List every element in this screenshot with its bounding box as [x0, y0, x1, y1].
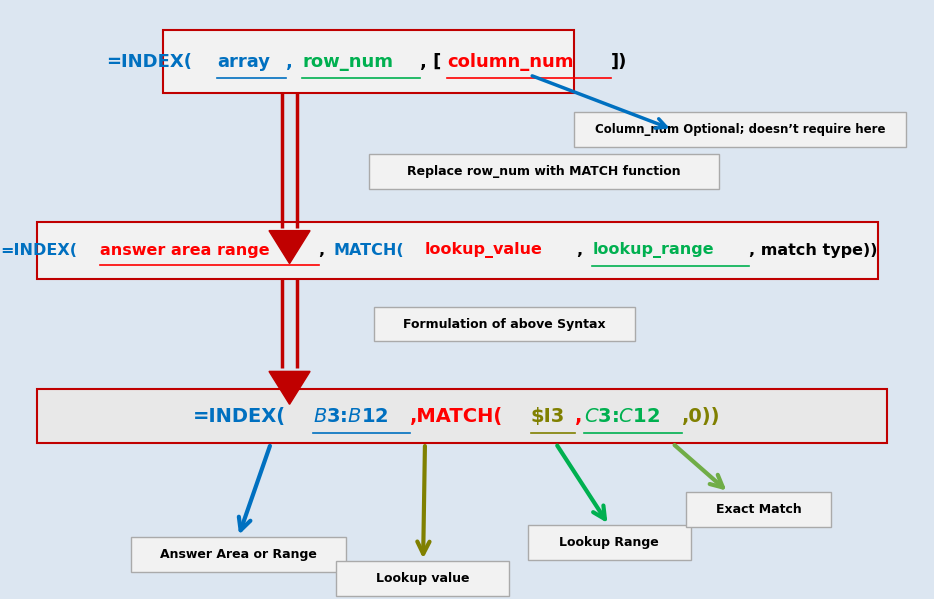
Text: ,: ,	[577, 243, 588, 258]
Text: ,MATCH(: ,MATCH(	[410, 407, 503, 426]
Polygon shape	[269, 371, 310, 404]
Text: $C$3:$C$12: $C$3:$C$12	[585, 407, 660, 426]
Text: =INDEX(: =INDEX(	[192, 407, 286, 426]
Text: Exact Match: Exact Match	[715, 503, 801, 516]
Text: , match type)): , match type))	[749, 243, 878, 258]
FancyBboxPatch shape	[131, 537, 346, 572]
Text: =INDEX(: =INDEX(	[106, 53, 192, 71]
Text: ,: ,	[286, 53, 299, 71]
Text: =INDEX(: =INDEX(	[0, 243, 78, 258]
Text: ,0)): ,0))	[683, 407, 721, 426]
Text: row_num: row_num	[303, 53, 393, 71]
FancyBboxPatch shape	[163, 30, 574, 93]
FancyBboxPatch shape	[37, 389, 887, 443]
FancyBboxPatch shape	[336, 561, 509, 596]
FancyBboxPatch shape	[369, 154, 719, 189]
Text: column_num: column_num	[447, 53, 573, 71]
Text: Replace row_num with MATCH function: Replace row_num with MATCH function	[407, 165, 680, 178]
FancyBboxPatch shape	[686, 492, 831, 527]
Text: answer area range: answer area range	[100, 243, 269, 258]
Polygon shape	[269, 231, 310, 264]
Text: $I3: $I3	[531, 407, 565, 426]
Text: Lookup Range: Lookup Range	[559, 536, 658, 549]
Text: Answer Area or Range: Answer Area or Range	[160, 548, 317, 561]
Text: , [: , [	[420, 53, 441, 71]
FancyBboxPatch shape	[37, 222, 878, 279]
Text: ]): ])	[611, 53, 627, 71]
Text: Formulation of above Syntax: Formulation of above Syntax	[403, 317, 605, 331]
FancyBboxPatch shape	[574, 112, 906, 147]
Text: Lookup value: Lookup value	[376, 572, 470, 585]
Text: lookup_range: lookup_range	[592, 243, 714, 258]
Text: Column_num Optional; doesn’t require here: Column_num Optional; doesn’t require her…	[595, 123, 886, 136]
Text: ,: ,	[574, 407, 582, 426]
Text: $B$3:$B$12: $B$3:$B$12	[313, 407, 389, 426]
Text: MATCH(: MATCH(	[333, 243, 404, 258]
Text: array: array	[218, 53, 270, 71]
FancyBboxPatch shape	[374, 307, 635, 341]
FancyBboxPatch shape	[528, 525, 691, 560]
Text: ,: ,	[318, 243, 331, 258]
Text: lookup_value: lookup_value	[425, 243, 543, 258]
